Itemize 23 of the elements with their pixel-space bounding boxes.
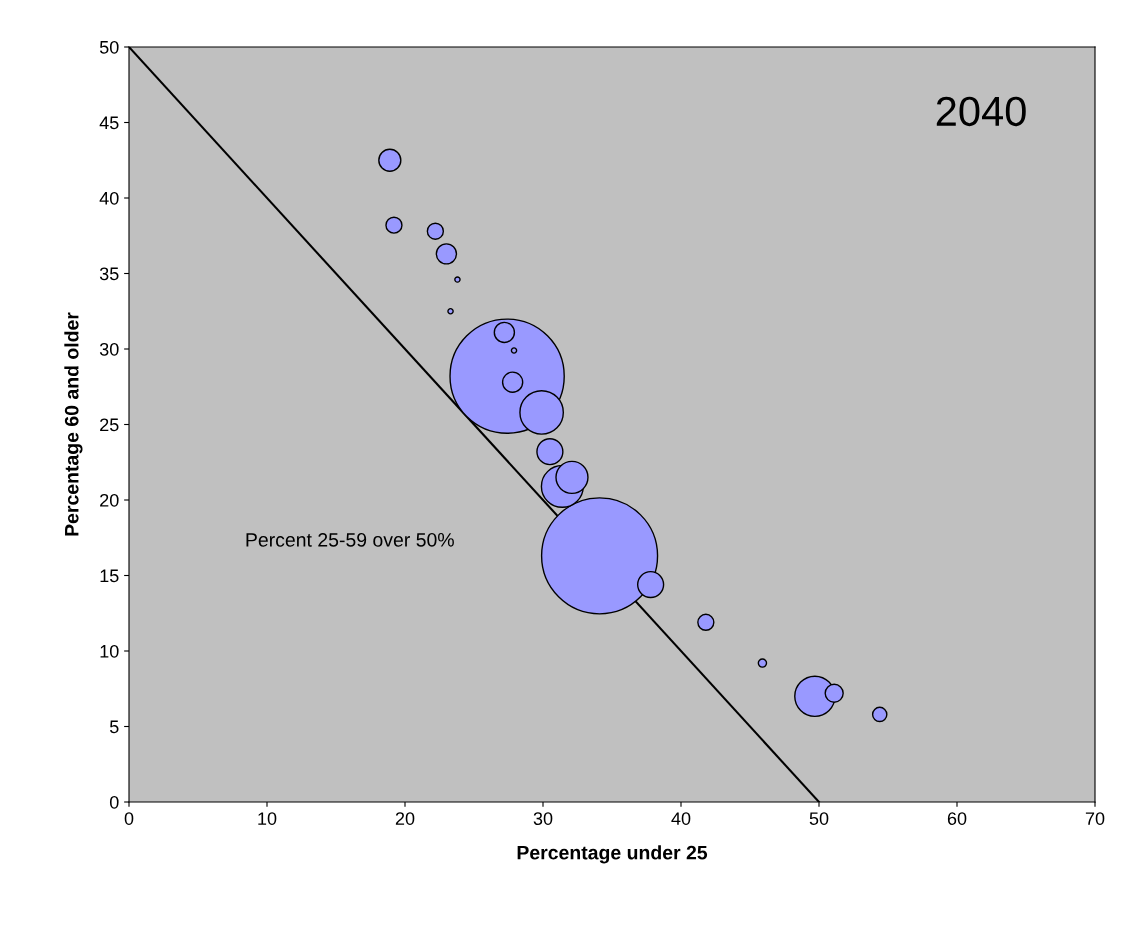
y-tick-label: 0 <box>109 795 119 809</box>
x-tick-label: 70 <box>1085 812 1105 825</box>
x-tick-label: 60 <box>947 812 967 825</box>
y-tick-label: 5 <box>109 720 119 734</box>
x-tick-label: 30 <box>533 812 553 825</box>
x-tick-label: 50 <box>809 812 829 825</box>
x-tick-label: 0 <box>124 812 134 825</box>
x-tick-label: 10 <box>258 812 277 825</box>
y-tick-label: 25 <box>100 418 119 432</box>
y-tick-label: 50 <box>99 40 119 54</box>
y-tick-label: 40 <box>99 191 119 205</box>
annotation: Percent 25-59 over 50% <box>246 532 454 547</box>
x-axis-title: Percentage under 25 <box>517 845 708 864</box>
y-tick-label: 45 <box>99 116 119 130</box>
text: 2040 <box>936 96 1026 127</box>
y-tick-label: 35 <box>99 267 119 281</box>
y-tick-label: 10 <box>100 644 119 658</box>
y-axis-title: Percentage 60 and older <box>64 312 83 536</box>
y-tick-label: 15 <box>100 569 119 583</box>
x-tick-label: 20 <box>395 812 415 825</box>
x-tick-label: 40 <box>671 812 691 825</box>
y-tick-label: 30 <box>99 342 119 356</box>
y-tick-label: 20 <box>100 493 119 507</box>
